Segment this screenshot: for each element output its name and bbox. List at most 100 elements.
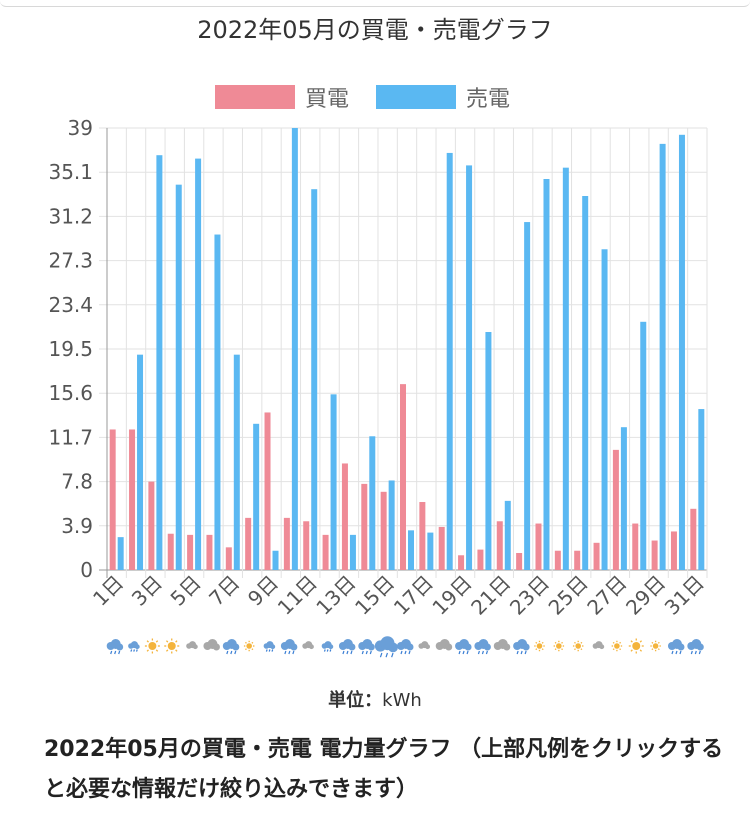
y-tick-label: 3.9: [61, 514, 93, 538]
bar-buy: [129, 429, 136, 570]
bar-sell: [504, 500, 511, 570]
bar-sell: [408, 530, 414, 570]
y-tick-label: 39: [68, 116, 93, 140]
sun-small-weather-icon: [611, 640, 623, 652]
sun-weather-icon: [628, 638, 644, 654]
chart-area: 03.97.811.715.619.523.427.331.235.1391日3…: [48, 116, 709, 658]
bar-buy: [593, 542, 600, 570]
bar-buy: [148, 481, 155, 570]
rain-small-weather-icon: [128, 641, 140, 652]
sun-weather-icon: [144, 638, 160, 654]
bar-buy: [322, 534, 329, 570]
unit-label: 単位：kWh: [0, 686, 750, 712]
bar-sell: [524, 222, 531, 571]
sun-small-weather-icon: [534, 640, 545, 652]
bar-buy: [341, 463, 348, 570]
bar-sell: [543, 179, 550, 570]
bar-buy: [109, 429, 116, 570]
bar-sell: [349, 534, 356, 570]
x-tick-label: 1日: [88, 571, 128, 611]
x-tick-label: 31日: [660, 571, 709, 620]
top-border: [0, 0, 750, 7]
legend-item-buy[interactable]: 買電: [215, 82, 349, 112]
y-tick-label: 23.4: [48, 293, 93, 317]
bar-sell: [466, 165, 473, 570]
rain-small-weather-icon: [263, 641, 276, 652]
heavy-rain-weather-icon: [374, 636, 398, 658]
bar-buy: [438, 526, 445, 570]
x-tick-label: 3日: [127, 571, 167, 611]
x-tick-label: 7日: [204, 571, 244, 611]
bar-buy: [516, 553, 523, 570]
y-tick-label: 0: [80, 558, 93, 582]
bar-sell: [195, 158, 202, 570]
bar-buy: [400, 384, 406, 570]
bar-sell: [175, 184, 182, 570]
x-tick-label: 23日: [505, 571, 554, 620]
y-tick-label: 15.6: [48, 381, 93, 405]
bar-buy: [419, 502, 426, 570]
x-tick-label: 21日: [466, 571, 515, 620]
bar-sell: [601, 249, 608, 570]
rain-weather-icon: [222, 639, 240, 655]
rain-weather-icon: [338, 639, 356, 655]
bar-sell: [369, 436, 376, 570]
x-tick-label: 27日: [582, 571, 631, 620]
bar-buy: [574, 550, 581, 570]
bar-sell: [330, 394, 337, 570]
x-tick-label: 17日: [389, 571, 438, 620]
bar-sell: [137, 354, 144, 570]
bar-sell: [485, 332, 492, 570]
legend-item-sell[interactable]: 売電: [376, 82, 510, 112]
y-tick-label: 19.5: [48, 337, 93, 361]
rain-weather-icon: [667, 639, 685, 655]
sun-small-weather-icon: [572, 640, 584, 652]
bar-buy: [283, 517, 290, 570]
bar-sell: [582, 196, 589, 570]
bar-buy: [187, 534, 194, 570]
bar-buy: [167, 533, 174, 570]
bar-buy: [612, 449, 619, 570]
y-tick-label: 11.7: [48, 425, 93, 449]
bar-buy: [206, 534, 213, 570]
rain-weather-icon: [474, 639, 491, 655]
bar-sell: [640, 321, 647, 570]
bar-sell: [446, 152, 453, 570]
bar-buy: [632, 523, 639, 570]
bar-buy: [361, 483, 368, 570]
cloud-weather-icon: [203, 639, 220, 651]
bar-buy: [554, 550, 561, 570]
bar-buy: [264, 412, 271, 570]
bar-sell: [659, 143, 666, 570]
bar-sell: [427, 532, 434, 570]
cloud-weather-icon: [435, 639, 453, 651]
bar-buy: [245, 517, 252, 570]
unit-prefix: 単位：: [328, 690, 383, 711]
x-tick-label: 11日: [273, 571, 322, 620]
rain-weather-icon: [687, 639, 704, 655]
rain-weather-icon: [358, 639, 375, 655]
y-tick-label: 35.1: [48, 160, 93, 184]
bar-buy: [651, 540, 658, 570]
sun-weather-icon: [164, 638, 180, 654]
bar-sell: [272, 550, 279, 570]
bar-sell: [620, 427, 627, 570]
chart-title: 2022年05月の買電・売電グラフ: [197, 16, 553, 44]
bar-buy: [380, 491, 387, 570]
bar-buy: [458, 555, 465, 570]
x-tick-label: 19日: [427, 571, 476, 620]
unit-value: kWh: [382, 690, 422, 711]
bar-buy: [690, 508, 697, 570]
cloud-weather-icon: [493, 639, 511, 651]
sun-small-weather-icon: [553, 640, 565, 652]
rain-weather-icon: [513, 639, 530, 655]
bar-buy: [477, 549, 484, 570]
x-tick-label: 15日: [350, 571, 399, 620]
rain-weather-icon: [397, 639, 414, 655]
bar-sell: [233, 354, 240, 570]
x-tick-label: 13日: [311, 571, 360, 620]
cloud-small-weather-icon: [418, 641, 431, 650]
x-tick-label: 29日: [621, 571, 670, 620]
sun-small-weather-icon: [243, 640, 255, 652]
y-tick-label: 7.8: [61, 470, 93, 494]
